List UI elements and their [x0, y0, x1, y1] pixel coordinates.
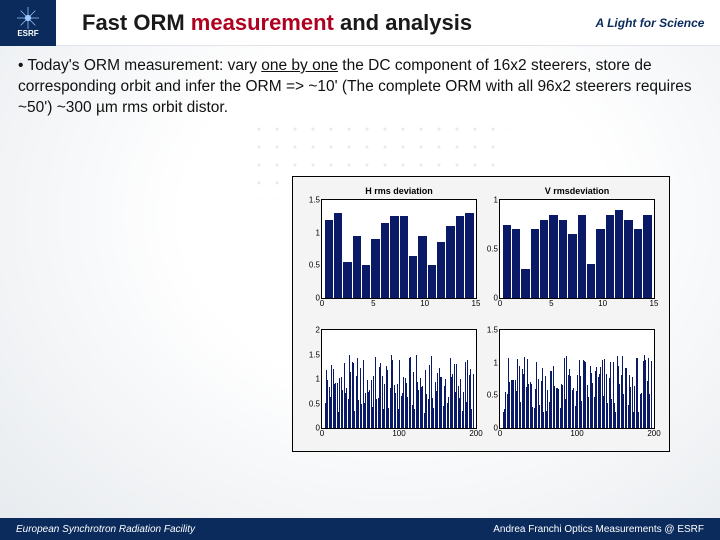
bar	[568, 234, 576, 298]
bar	[353, 236, 361, 298]
y-tick: 1	[494, 196, 498, 205]
bar	[371, 239, 379, 298]
subplot-v-rms: V rmsdeviation 00.51051015	[499, 199, 655, 299]
y-tick: 1	[316, 375, 320, 384]
bar	[606, 215, 614, 298]
x-tick: 0	[498, 429, 502, 438]
bullet-text: •Today's ORM measurement: vary one by on…	[18, 56, 702, 119]
bar	[456, 216, 464, 298]
y-tick: 0.5	[487, 245, 498, 254]
x-tick: 100	[392, 429, 405, 438]
subplot-title: V rmsdeviation	[500, 186, 654, 196]
bar	[578, 215, 586, 298]
y-tick: 0.5	[309, 261, 320, 270]
org-logo: ESRF	[0, 0, 56, 46]
bar-series	[500, 330, 654, 428]
bar	[465, 213, 473, 298]
x-tick: 100	[570, 429, 583, 438]
bar	[512, 229, 520, 298]
x-tick: 0	[320, 299, 324, 308]
bar-series	[500, 200, 654, 298]
y-tick: 0.5	[309, 399, 320, 408]
footer: European Synchrotron Radiation Facility …	[0, 518, 720, 540]
bar	[634, 229, 642, 298]
slide-title: Fast ORM measurement and analysis	[56, 10, 580, 36]
title-highlight: measurement	[191, 10, 334, 35]
x-tick: 0	[498, 299, 502, 308]
y-tick: 1	[494, 358, 498, 367]
y-tick: 1.5	[309, 350, 320, 359]
subplot-bottom-left: 00.511.520100200	[321, 329, 477, 429]
tagline: A Light for Science	[580, 16, 720, 30]
y-tick: 0.5	[487, 391, 498, 400]
bar-series	[322, 200, 476, 298]
x-tick: 10	[420, 299, 429, 308]
bar-series	[322, 330, 476, 428]
footer-org: European Synchrotron Radiation Facility	[16, 524, 195, 535]
y-tick: 2	[316, 326, 320, 335]
bar	[325, 220, 333, 298]
bar	[503, 225, 511, 299]
bar	[540, 220, 548, 298]
title-post: and analysis	[334, 10, 472, 35]
bar	[400, 216, 408, 298]
x-tick: 200	[647, 429, 660, 438]
bar	[428, 265, 436, 298]
bar	[521, 269, 529, 298]
subplot-title: H rms deviation	[322, 186, 476, 196]
bar	[531, 229, 539, 298]
x-tick: 10	[598, 299, 607, 308]
x-tick: 5	[549, 299, 553, 308]
y-tick: 1.5	[487, 326, 498, 335]
starburst-icon	[17, 7, 39, 29]
content-area: •Today's ORM measurement: vary one by on…	[18, 56, 702, 119]
bar	[643, 215, 651, 298]
bar	[418, 236, 426, 298]
subplot-h-rms: H rms deviation 00.511.5051015	[321, 199, 477, 299]
y-tick: 1	[316, 228, 320, 237]
bullet-pre: Today's ORM measurement: vary	[27, 57, 261, 74]
x-tick: 15	[472, 299, 481, 308]
x-tick: 0	[320, 429, 324, 438]
bullet-marker: •	[18, 57, 23, 74]
bar	[390, 216, 398, 298]
bar	[624, 220, 632, 298]
subplot-bottom-right: 00.511.50100200	[499, 329, 655, 429]
title-pre: Fast ORM	[82, 10, 191, 35]
bar	[343, 262, 351, 298]
bar	[362, 265, 370, 298]
x-tick: 200	[469, 429, 482, 438]
footer-credit: Andrea Franchi Optics Measurements @ ESR…	[493, 524, 704, 535]
bullet-underlined: one by one	[261, 57, 338, 74]
bar	[381, 223, 389, 298]
y-tick: 1.5	[309, 196, 320, 205]
logo-text: ESRF	[17, 29, 38, 38]
chart-panel: H rms deviation 00.511.5051015 V rmsdevi…	[292, 176, 670, 452]
bar	[409, 256, 417, 298]
bar	[446, 226, 454, 298]
x-tick: 15	[650, 299, 659, 308]
bar	[596, 229, 604, 298]
bar	[549, 215, 557, 298]
bar	[587, 264, 595, 298]
bar	[437, 242, 445, 298]
bar	[615, 210, 623, 298]
header: ESRF Fast ORM measurement and analysis A…	[0, 0, 720, 46]
x-tick: 5	[371, 299, 375, 308]
bar	[334, 213, 342, 298]
bar	[559, 220, 567, 298]
